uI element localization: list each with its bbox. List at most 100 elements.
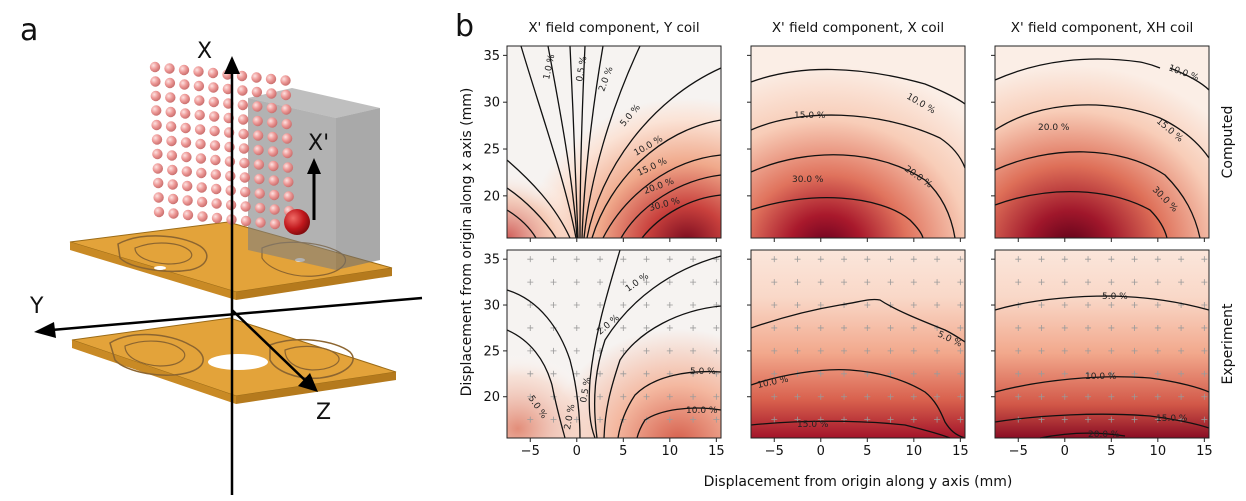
sample-point-marker xyxy=(794,279,801,286)
sample-point-marker xyxy=(620,393,627,400)
sample-point-marker xyxy=(690,393,697,400)
grid-sphere xyxy=(282,147,293,159)
sample-point-marker xyxy=(864,279,871,286)
sample-point-marker xyxy=(666,416,673,423)
sample-point-marker xyxy=(1154,347,1161,354)
grid-sphere xyxy=(153,177,164,189)
sample-point-marker xyxy=(1015,393,1022,400)
x-tick-label: −5 xyxy=(521,444,540,459)
sample-point-marker xyxy=(1061,324,1068,331)
sample-point-marker xyxy=(887,393,894,400)
grid-sphere xyxy=(179,93,190,105)
x-tick-label: 15 xyxy=(708,444,725,459)
grid-sphere xyxy=(151,134,163,145)
x-tick-label: 5 xyxy=(863,444,871,459)
heatmap-computed-xh-coil: 10.0 % 20.0 % 15.0 % 30.0 % xyxy=(994,46,1210,239)
sample-point-marker xyxy=(1201,393,1208,400)
sample-point-marker xyxy=(841,370,848,377)
contour-label: 30.0 % xyxy=(792,175,824,185)
grid-sphere xyxy=(165,121,177,132)
sample-point-marker xyxy=(957,370,964,377)
sample-point-marker xyxy=(887,416,894,423)
sample-point-marker xyxy=(1085,279,1092,286)
x-tick-label: 10 xyxy=(906,444,923,459)
contour-label: 10.0 % xyxy=(686,406,718,416)
sample-point-marker xyxy=(1015,279,1022,286)
grid-sphere xyxy=(167,179,178,190)
sample-point-marker xyxy=(1201,302,1208,309)
sample-point-marker xyxy=(1061,347,1068,354)
grid-sphere xyxy=(254,202,266,214)
contour-label: 0.5 % xyxy=(579,376,593,404)
z-axis-arrow-icon xyxy=(298,373,318,392)
y-tick-label: 25 xyxy=(483,344,500,359)
sample-point-marker xyxy=(1108,393,1115,400)
row-label-computed: Computed xyxy=(1220,106,1236,179)
grid-sphere xyxy=(152,163,163,174)
grid-sphere xyxy=(254,173,265,185)
y-tick-label: 20 xyxy=(483,189,500,204)
y-axis-arrow-icon xyxy=(34,322,56,338)
axis-label-xprime: X' xyxy=(308,131,329,156)
sample-point-marker xyxy=(666,347,673,354)
sample-point-marker xyxy=(934,416,941,423)
sample-point-marker xyxy=(1085,416,1092,423)
grid-sphere xyxy=(166,150,178,161)
sample-point-marker xyxy=(1131,393,1138,400)
sample-point-marker xyxy=(771,370,778,377)
grid-sphere xyxy=(238,114,249,125)
sample-point-marker xyxy=(1038,302,1045,309)
grid-sphere xyxy=(253,159,265,170)
grid-sphere xyxy=(240,215,252,227)
sample-point-marker xyxy=(771,302,778,309)
grid-sphere xyxy=(195,153,207,164)
grid-sphere xyxy=(211,212,223,224)
grid-sphere xyxy=(209,125,220,137)
x-tick-label: 10 xyxy=(662,444,679,459)
grid-sphere xyxy=(210,154,221,166)
sample-point-marker xyxy=(1201,279,1208,286)
sample-point-marker xyxy=(713,416,720,423)
sample-point-marker xyxy=(957,324,964,331)
grid-sphere xyxy=(225,170,236,182)
y-tick-label: 35 xyxy=(483,49,500,64)
sample-point-marker xyxy=(910,347,917,354)
sample-point-marker xyxy=(1154,370,1161,377)
sample-point-marker xyxy=(1201,416,1208,423)
grid-sphere xyxy=(196,182,207,193)
panel-label-b: b xyxy=(455,9,474,44)
grid-sphere xyxy=(251,86,263,98)
sample-point-marker xyxy=(1108,256,1115,263)
contour-label: 10.0 % xyxy=(1085,372,1117,382)
sample-point-marker xyxy=(794,347,801,354)
sample-point-marker xyxy=(771,324,778,331)
sample-point-marker xyxy=(934,393,941,400)
sample-point-marker xyxy=(1108,370,1115,377)
sample-point-marker xyxy=(1061,279,1068,286)
sample-point-marker xyxy=(841,256,848,263)
sample-point-marker xyxy=(910,370,917,377)
grid-sphere xyxy=(238,143,250,154)
grid-sphere xyxy=(251,72,262,83)
grid-sphere xyxy=(237,85,248,96)
sample-point-marker xyxy=(1038,393,1045,400)
sample-point-marker xyxy=(910,279,917,286)
grid-sphere xyxy=(194,109,205,121)
sample-point-marker xyxy=(817,393,824,400)
sample-point-marker xyxy=(841,279,848,286)
y-tick-label: 30 xyxy=(483,299,500,314)
sample-point-marker xyxy=(1154,279,1161,286)
sample-point-marker xyxy=(1178,416,1185,423)
grid-sphere xyxy=(266,88,277,99)
sample-point-marker xyxy=(620,279,627,286)
sample-point-marker xyxy=(1108,416,1115,423)
sample-point-marker xyxy=(666,302,673,309)
sample-point-marker xyxy=(1131,256,1138,263)
grid-sphere xyxy=(196,167,207,179)
x-axis-label: Displacement from origin along y axis (m… xyxy=(704,474,1013,490)
grid-sphere xyxy=(237,99,248,111)
grid-sphere xyxy=(283,176,294,188)
sample-point-marker xyxy=(1178,279,1185,286)
sample-point-marker xyxy=(841,393,848,400)
sample-point-marker xyxy=(573,347,580,354)
